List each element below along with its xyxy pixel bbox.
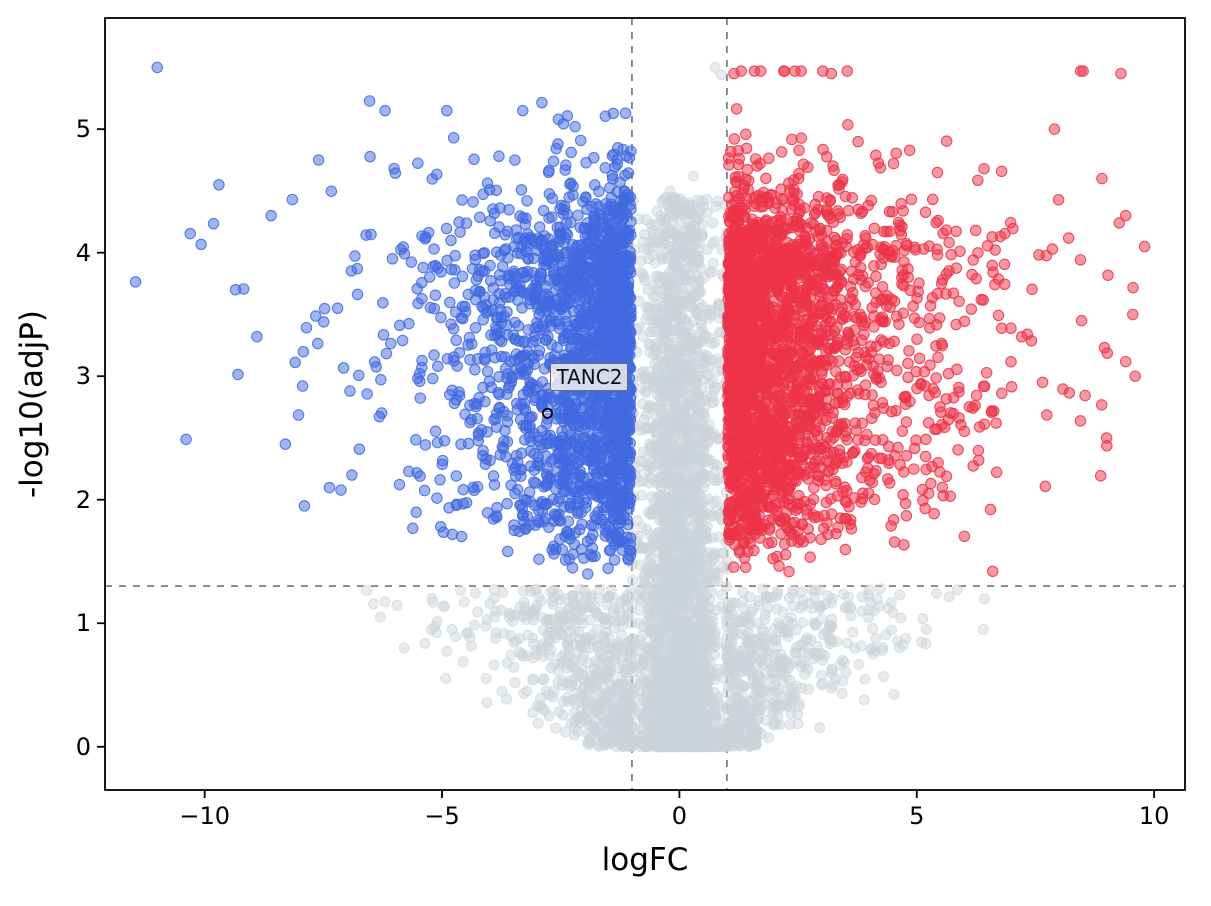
y-axis-label: -log10(adjP) (14, 309, 50, 499)
annotation-label: TANC2 (550, 363, 629, 392)
x-axis-label: logFC (601, 842, 689, 878)
